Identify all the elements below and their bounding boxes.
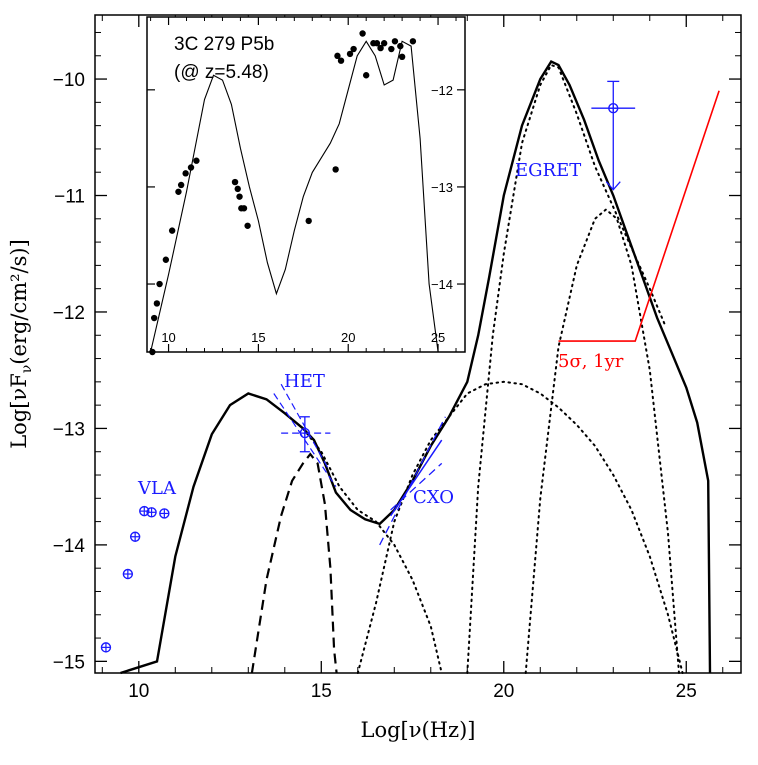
vla-label: VLA — [137, 478, 177, 499]
inset-x-tick-label: 20 — [341, 330, 355, 345]
x-tick-label: 15 — [311, 681, 332, 702]
egret-upper-limit-arrow — [605, 181, 621, 191]
inset-data-point — [182, 170, 189, 177]
inset-series-group — [149, 30, 439, 356]
inset-data-point — [373, 40, 381, 47]
inset-data-point — [397, 42, 404, 50]
het-bowtie-line — [273, 393, 337, 487]
inset-data-point — [177, 181, 185, 189]
inset-data-point — [240, 205, 248, 212]
x-tick-label: 25 — [676, 681, 697, 702]
inset-data-point — [175, 188, 182, 195]
y-tick-label: −11 — [54, 187, 85, 208]
inset-data-point — [362, 72, 370, 79]
inset-y-tick-label: −14 — [431, 277, 453, 292]
cxo-label: CXO — [413, 487, 454, 508]
inset-model-curve — [150, 40, 439, 353]
cxo-bowtie-line — [379, 416, 446, 546]
main-plot-frame — [94, 14, 742, 674]
inset-data-point — [337, 57, 345, 64]
sensitivity-curve — [558, 90, 720, 342]
inset-data-point — [168, 227, 176, 234]
inset-y-tick-label: −13 — [431, 180, 453, 195]
inset-data-point — [346, 50, 354, 58]
main-axis-ticks: 10 15 20 25 −15 −14 −13 −12 −11 −10 — [53, 15, 741, 702]
inset-data-point — [350, 45, 357, 53]
inset-data-point — [231, 178, 239, 186]
sensitivity-label: 5σ, 1yr — [558, 351, 624, 372]
inset-data-point — [193, 157, 200, 164]
inset-frame — [146, 16, 466, 353]
inset-x-tick-label: 15 — [251, 330, 265, 345]
main-plot: 10 15 20 25 −15 −14 −13 −12 −11 −10 Log[ν(Hz)] Lo… — [7, 14, 742, 742]
inset-data-point — [150, 314, 158, 322]
inset-data-point — [380, 40, 388, 47]
y-tick-label: −14 — [53, 536, 86, 557]
model-curve-dashed — [250, 452, 338, 674]
het-bowtie-line — [280, 383, 330, 470]
inset-data-point — [388, 45, 395, 53]
inset-data-point — [187, 164, 195, 171]
inset-data-point — [149, 348, 156, 356]
inset-data-point — [153, 300, 161, 307]
x-axis-label: Log[ν(Hz)] — [361, 718, 476, 742]
inset-data-point — [305, 217, 312, 225]
inset-data-point — [334, 52, 341, 60]
inset-data-point — [377, 44, 384, 52]
het-label: HET — [284, 371, 325, 392]
main-annotations — [273, 80, 636, 546]
inset-plot: 10 15 20 25 −14 −13 −12 3C 279 P5b (@ z=5.48) — [146, 16, 466, 356]
inset-data-point — [391, 38, 399, 45]
x-tick-label: 20 — [493, 681, 514, 702]
inset-data-point — [244, 222, 251, 229]
inset-data-point — [234, 185, 241, 193]
inset-title-line2: (@ z=5.48) — [174, 62, 269, 83]
y-tick-label: −15 — [53, 652, 85, 673]
inset-axis-ticks: 10 15 20 25 −14 −13 −12 — [147, 17, 465, 352]
inset-data-point — [409, 38, 417, 45]
inset-data-point — [156, 280, 163, 288]
model-curve-dotted — [524, 208, 680, 674]
y-tick-label: −10 — [53, 70, 85, 91]
inset-title-line1: 3C 279 P5b — [174, 34, 274, 55]
cxo-bowtie-line — [390, 462, 443, 511]
y-tick-label: −12 — [53, 303, 85, 324]
inset-data-point — [359, 30, 366, 37]
inset-data-point — [236, 193, 243, 200]
inset-data-point — [162, 256, 170, 263]
inset-data-point — [398, 53, 406, 61]
inset-x-tick-label: 10 — [161, 330, 175, 345]
inset-x-tick-label: 25 — [431, 330, 445, 345]
model-curve-dotted — [302, 427, 443, 674]
y-axis-label: Log[νFν(erg/cm²/s)] — [7, 239, 35, 449]
cxo-bowtie-line — [390, 439, 443, 517]
model-curve-dotted — [356, 380, 684, 674]
x-tick-label: 10 — [128, 681, 149, 702]
model-curve-dotted — [466, 63, 666, 674]
egret-label: EGRET — [515, 160, 581, 181]
inset-y-tick-label: −12 — [431, 83, 453, 98]
y-tick-label: −13 — [53, 419, 85, 440]
inset-data-point — [332, 166, 339, 173]
